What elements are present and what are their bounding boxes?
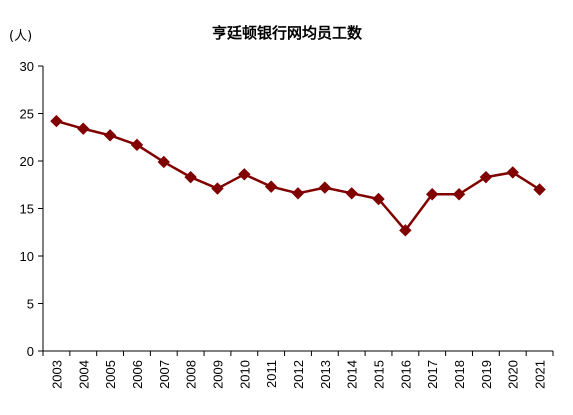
y-tick-label: 20 [20,154,34,169]
data-point-marker [264,180,278,193]
x-tick-label: 2010 [237,360,252,389]
x-tick-label: 2004 [76,360,91,389]
y-tick-label: 5 [27,297,34,312]
x-tick-label: 2012 [291,360,306,389]
data-point-marker [318,181,332,194]
data-point-marker [533,183,546,196]
x-tick-label: 2006 [130,360,145,389]
x-tick-label: 2020 [506,360,521,389]
chart-title: 亨廷顿银行网均员工数 [212,24,363,42]
data-point-marker [479,170,493,184]
x-tick-label: 2018 [452,360,467,389]
data-point-marker [130,138,144,152]
data-point-marker [452,188,466,201]
x-tick-label: 2019 [479,360,494,389]
data-point-marker [238,168,251,181]
x-tick-label: 2021 [533,360,548,389]
y-tick-label: 30 [20,59,34,74]
x-tick-label: 2007 [157,360,172,389]
data-point-marker [184,170,197,184]
x-tick-label: 2015 [372,360,387,389]
x-tick-label: 2017 [425,360,440,389]
series-line [56,119,541,232]
data-point-marker [399,224,412,237]
data-point-marker [372,192,385,206]
data-point-marker [506,166,519,179]
data-point-marker [211,182,224,195]
data-point-marker [157,155,170,169]
data-point-marker [291,187,305,200]
y-axis-unit-label: (人) [9,29,32,44]
x-tick-label: 2008 [184,360,199,389]
x-tick-label: 2013 [318,360,333,389]
y-tick-label: 10 [20,249,34,264]
x-tick-label: 2016 [398,360,413,389]
data-point-marker [103,129,117,142]
x-tick-label: 2005 [103,360,118,389]
y-tick-label: 15 [20,202,34,217]
data-point-marker [50,114,63,128]
y-tick-label: 0 [27,344,34,359]
axes: 0 5 10 15 20 25 30 2003 2004 2005 2006 2007 2008 2009… [20,59,554,389]
x-tick-label: 2009 [210,360,225,389]
data-point-marker [426,188,439,201]
data-point-marker [345,187,358,200]
series-layer [50,114,546,237]
data-point-marker [77,122,90,135]
x-tick-label: 2014 [345,360,360,389]
x-tick-label: 2003 [49,360,64,389]
y-tick-label: 25 [20,107,34,122]
x-tick-label: 2011 [264,360,279,388]
